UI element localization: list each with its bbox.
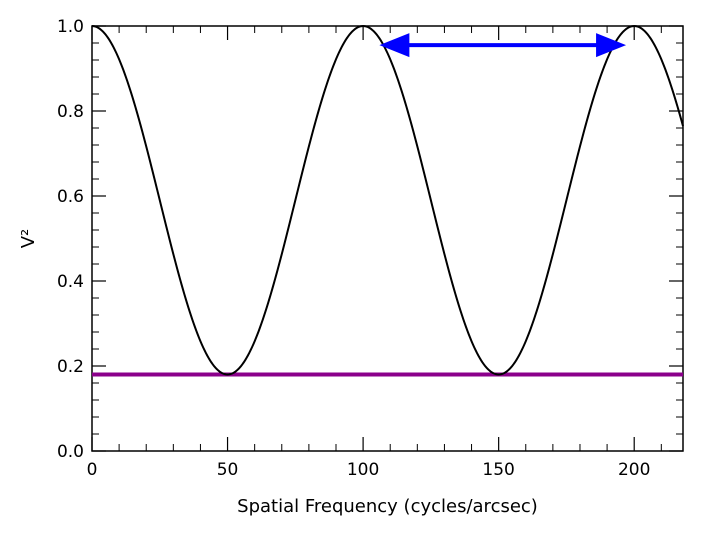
arrow-head-right [596,33,627,58]
x-tick-label: 100 [347,460,379,480]
y-tick-label: 1.0 [57,17,84,37]
y-axis-title: V² [18,229,39,249]
y-tick-label: 0.6 [57,187,84,207]
plot-frame [91,25,684,452]
visibility-curve [91,24,684,376]
x-tick-label: 200 [618,460,650,480]
y-tick-label: 0.2 [57,357,84,377]
x-tick-label: 50 [217,460,239,480]
arrow-head-left [379,33,410,58]
x-tick-label: 0 [87,460,98,480]
x-tick-label: 150 [482,460,514,480]
plot-layer: 0 50 100 150 200 0.0 0.2 0.4 0.6 0.8 1.0 Spatial Fr… [18,17,684,517]
y-tick-label: 0.4 [57,272,84,292]
x-axis-title: Spatial Frequency (cycles/arcsec) [237,496,538,517]
y-tick-label: 0.8 [57,102,84,122]
y-tick-label: 0.0 [57,442,84,462]
